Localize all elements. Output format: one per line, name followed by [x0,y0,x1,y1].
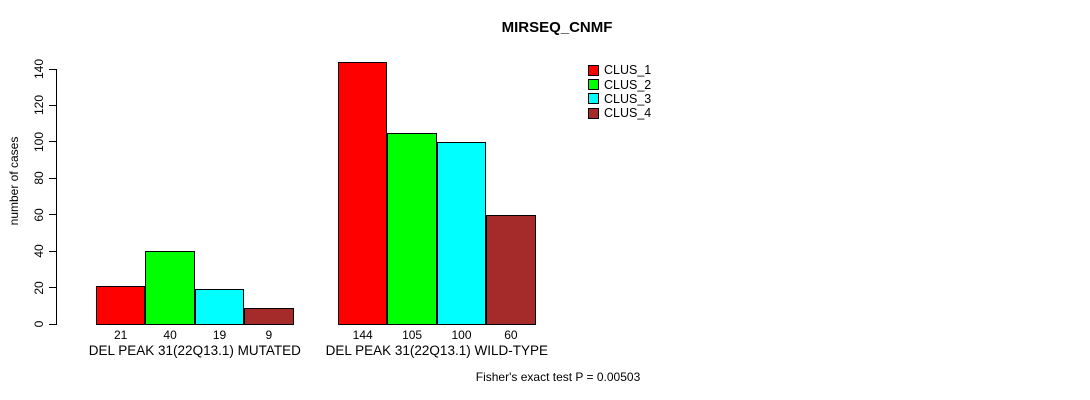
y-tick-label: 140 [32,58,46,80]
y-tick [49,141,56,143]
y-tick [49,177,56,179]
chart-title: MIRSEQ_CNMF [501,19,613,36]
legend-item-clus_2: CLUS_2 [588,77,652,92]
bar-clus_4-group1 [244,307,294,325]
y-tick [49,214,56,216]
bar-value-label: 60 [504,328,518,342]
bar-value-label: 100 [451,328,472,342]
bar-clus_2-group2 [387,132,437,325]
legend-swatch [588,107,599,119]
bar-value-label: 144 [352,328,373,342]
legend-swatch [588,93,599,105]
legend-swatch [588,79,599,91]
y-tick-label: 120 [32,95,46,116]
y-tick [49,250,56,252]
y-tick-label: 0 [32,320,46,328]
bar-value-label: 19 [212,328,227,342]
y-tick-label: 80 [32,171,46,185]
bar-value-label: 9 [265,328,273,342]
bar-clus_3-group2 [436,141,487,325]
fisher-test-annotation: Fisher's exact test P = 0.00503 [475,370,641,384]
y-tick [49,68,56,70]
bar-value-label: 105 [402,328,423,342]
legend-swatch [588,64,599,76]
legend-label: CLUS_4 [604,106,652,121]
bar-clus_4-group2 [486,214,536,325]
y-tick [49,104,56,106]
y-tick-label: 20 [32,280,46,295]
bar-clus_1-group2 [338,61,388,325]
y-axis-label: number of cases [7,136,21,226]
bar-clus_1-group1 [96,285,146,325]
legend-label: CLUS_3 [604,91,652,106]
x-group-label: DEL PEAK 31(22Q13.1) WILD-TYPE [325,343,548,358]
legend-label: CLUS_2 [604,77,652,92]
y-tick [49,323,56,325]
legend-item-clus_3: CLUS_3 [588,92,651,106]
legend-item-clus_4: CLUS_4 [588,106,651,120]
legend-label: CLUS_1 [604,63,652,78]
y-axis-line [56,69,57,325]
y-tick-label: 100 [32,131,46,152]
y-tick-label: 40 [32,244,46,258]
legend-item-clus_1: CLUS_1 [588,63,651,77]
bar-clus_2-group1 [145,251,195,325]
legend: CLUS_1 CLUS_2 CLUS_3 CLUS_4 [588,63,651,121]
bar-clus_3-group1 [194,289,245,325]
bar-value-label: 40 [163,328,177,342]
y-tick [49,287,56,289]
x-group-label: DEL PEAK 31(22Q13.1) MUTATED [88,343,301,358]
bar-value-label: 21 [114,328,128,342]
y-tick-label: 60 [32,208,46,222]
